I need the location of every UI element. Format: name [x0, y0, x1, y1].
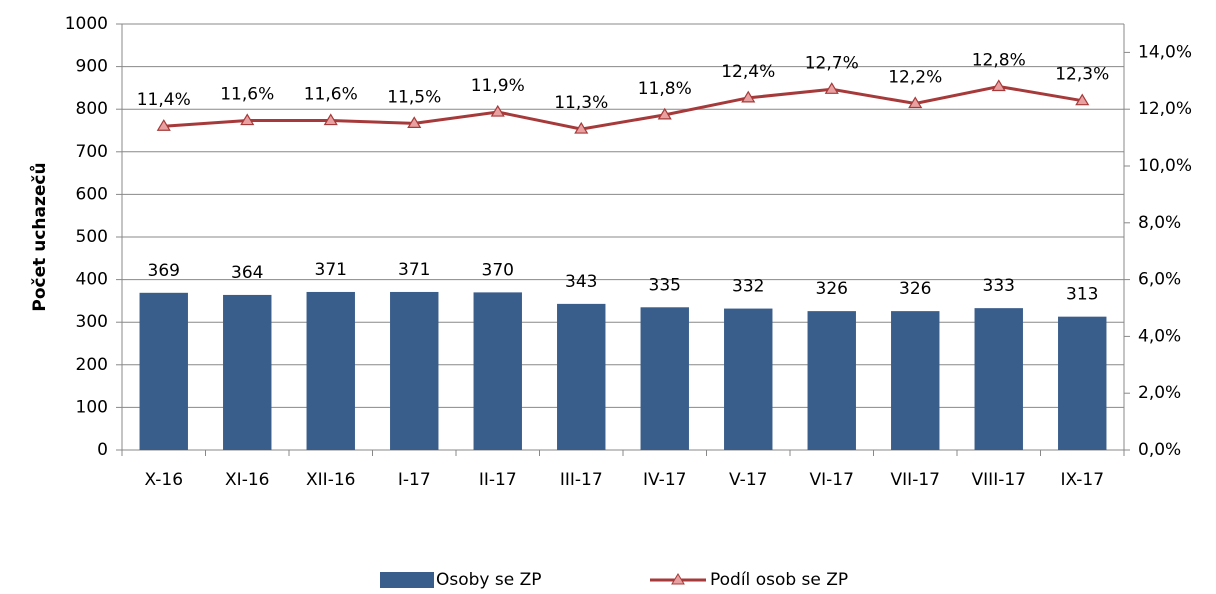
- y-tick-label: 300: [76, 312, 108, 332]
- y2-tick-label: 10,0%: [1138, 156, 1192, 176]
- x-tick-label: I-17: [398, 470, 431, 490]
- bar-value-label: 332: [732, 277, 764, 297]
- line: [163, 84, 1083, 131]
- y-axis-label: Počet uchazečů: [28, 162, 50, 311]
- y-tick-label: 100: [76, 397, 108, 417]
- y2-tick-label: 2,0%: [1138, 383, 1181, 403]
- line-value-label: 12,8%: [972, 50, 1026, 70]
- y2-tick-label: 6,0%: [1138, 270, 1181, 290]
- bar: [724, 308, 773, 450]
- bar-value-label: 326: [816, 279, 848, 299]
- bar: [807, 311, 856, 450]
- y2-tick-label: 0,0%: [1138, 440, 1181, 460]
- line-value-label: 11,5%: [387, 87, 441, 107]
- line-value-label: 11,3%: [554, 93, 608, 113]
- line-marker: [574, 121, 589, 134]
- y2-tick-label: 12,0%: [1138, 99, 1192, 119]
- line-marker: [908, 96, 923, 109]
- bar: [223, 294, 272, 450]
- y-tick-label: 500: [76, 227, 108, 247]
- x-tick-label: IX-17: [1060, 470, 1104, 490]
- bar-value-label: 371: [398, 260, 430, 280]
- x-tick-label: XII-16: [306, 470, 355, 490]
- y-tick-label: 700: [76, 142, 108, 162]
- y-tick-label: 400: [76, 270, 108, 290]
- bar-value-label: 343: [565, 272, 597, 292]
- bar: [557, 303, 606, 450]
- bar: [640, 307, 689, 450]
- y2-tick-label: 4,0%: [1138, 326, 1181, 346]
- bar-value-label: 326: [899, 279, 931, 299]
- bar: [306, 291, 355, 450]
- y2-tick-label: 14,0%: [1138, 42, 1192, 62]
- line-marker: [490, 104, 505, 117]
- bar-value-label: 370: [482, 260, 514, 280]
- bar-value-label: 371: [315, 260, 347, 280]
- bar-value-label: 333: [983, 276, 1015, 296]
- bar: [473, 292, 522, 450]
- line-value-label: 12,4%: [721, 62, 775, 82]
- x-tick-label: IV-17: [643, 470, 686, 490]
- bar-value-label: 369: [148, 261, 180, 281]
- y-tick-label: 0: [97, 440, 108, 460]
- line-value-label: 11,8%: [638, 79, 692, 99]
- y-tick-label: 900: [76, 57, 108, 77]
- x-tick-label: VII-17: [891, 470, 940, 490]
- line-value-label: 11,4%: [137, 90, 191, 110]
- line-value-label: 11,9%: [471, 76, 525, 96]
- y-tick-label: 800: [76, 99, 108, 119]
- line-value-label: 12,3%: [1055, 65, 1109, 85]
- x-tick-label: VIII-17: [972, 470, 1026, 490]
- line-marker: [1075, 93, 1090, 106]
- legend-label: Podíl osob se ZP: [710, 570, 848, 590]
- y-tick-label: 1000: [65, 14, 108, 34]
- line-value-label: 11,6%: [304, 85, 358, 105]
- line-marker: [991, 79, 1006, 92]
- y-tick-label: 200: [76, 355, 108, 375]
- bar-value-label: 335: [649, 275, 681, 295]
- bar: [390, 291, 439, 450]
- x-tick-label: VI-17: [810, 470, 854, 490]
- line-value-label: 12,7%: [805, 53, 859, 73]
- x-tick-label: II-17: [479, 470, 517, 490]
- bar-value-label: 364: [231, 263, 263, 283]
- legend-label: Osoby se ZP: [436, 570, 542, 590]
- x-tick-label: V-17: [729, 470, 767, 490]
- y-tick-label: 600: [76, 184, 108, 204]
- bar-value-label: 313: [1066, 285, 1098, 305]
- line-value-label: 11,6%: [220, 85, 274, 105]
- x-tick-label: XI-16: [225, 470, 269, 490]
- line-marker: [407, 116, 422, 128]
- line-marker: [657, 107, 672, 120]
- line-marker: [323, 113, 338, 126]
- line-value-label: 12,2%: [888, 68, 942, 88]
- bar: [1058, 316, 1107, 450]
- x-tick-label: X-16: [144, 470, 183, 490]
- line-marker: [741, 90, 756, 103]
- bar: [891, 311, 940, 450]
- y2-tick-label: 8,0%: [1138, 213, 1181, 233]
- x-tick-label: III-17: [560, 470, 603, 490]
- legend-marker: [671, 573, 685, 585]
- line-marker: [824, 82, 839, 94]
- bar: [139, 292, 188, 450]
- bar: [974, 308, 1023, 450]
- legend-swatch: [380, 572, 434, 588]
- line-marker: [240, 113, 255, 126]
- line-marker: [156, 119, 171, 131]
